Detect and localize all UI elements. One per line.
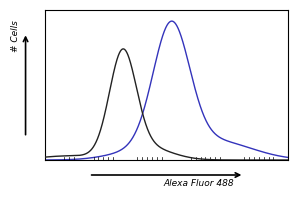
Text: # Cells: # Cells [11,20,20,52]
Text: Alexa Fluor 488: Alexa Fluor 488 [164,180,235,188]
